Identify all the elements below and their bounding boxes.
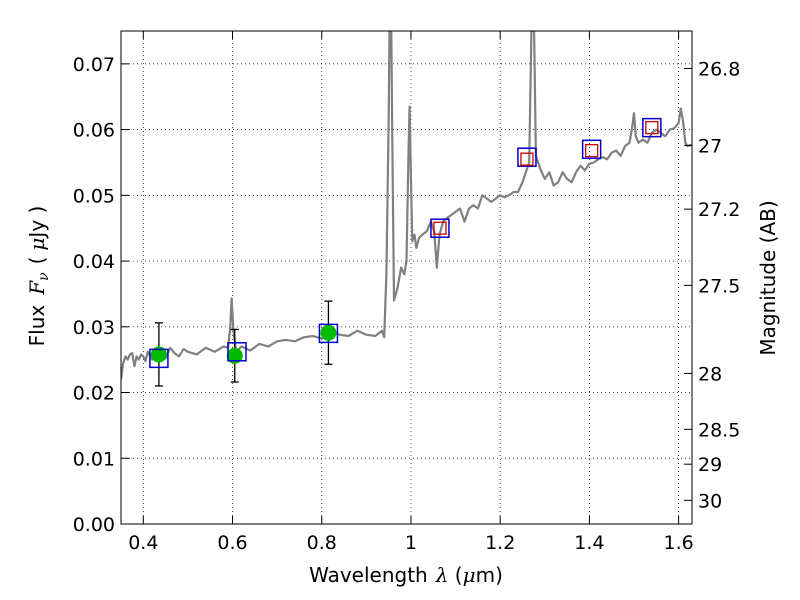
y-axis-label: Flux Fν ( μJy ) <box>25 206 52 347</box>
observed-series <box>150 324 337 364</box>
y-tick-label: 0.03 <box>73 317 115 339</box>
predicted-marker <box>520 152 534 166</box>
y2-tick-label: 27.5 <box>698 275 740 297</box>
x-tick-label: 1.6 <box>664 532 694 554</box>
observed-marker <box>320 324 337 341</box>
synthetic-marker <box>642 117 662 138</box>
plot-frame <box>120 30 693 525</box>
y-tick-label: 0.05 <box>73 185 115 207</box>
y2-tick-label: 26.8 <box>698 58 740 80</box>
synthetic-marker <box>227 342 247 362</box>
spectrum-series <box>121 31 692 380</box>
y-axis-label-unit-open: ( <box>25 257 49 265</box>
y-tick-label: 0.02 <box>73 383 115 405</box>
x-axis-label-unit-open: ( <box>448 563 462 587</box>
y-tick-label: 0.04 <box>73 251 115 273</box>
synthetic-series <box>149 117 662 369</box>
spectrum-line <box>121 31 692 380</box>
y2-tick-label: 28.5 <box>698 419 740 441</box>
predicted-series <box>433 120 659 235</box>
y-axis-label-nu: ν <box>36 272 52 281</box>
y-axis-label-f: F <box>25 280 49 296</box>
x-axis-label-unit-close: m) <box>476 563 503 587</box>
y2-tick-label: 29 <box>698 454 722 476</box>
synthetic-marker <box>581 139 602 160</box>
x-tick-label: 0.4 <box>128 532 158 554</box>
predicted-marker <box>433 221 447 235</box>
y-tick-label: 0.06 <box>73 120 115 142</box>
x-tick-label: 1.4 <box>574 532 604 554</box>
x-tick-label: 0.8 <box>307 532 337 554</box>
y2-tick-label: 30 <box>698 490 722 512</box>
synthetic-marker <box>430 218 450 238</box>
y2-tick-label: 27.2 <box>698 199 740 221</box>
y2-tick-label: 27 <box>698 135 722 157</box>
observed-marker <box>150 346 167 363</box>
x-axis-label-lambda: λ <box>435 563 449 587</box>
y-axis-label-unit-mu: μ <box>25 238 49 251</box>
y-tick-label: 0.00 <box>73 514 115 536</box>
predicted-marker <box>584 143 599 158</box>
x-tick-label: 1 <box>405 532 417 554</box>
predicted-marker <box>645 120 659 135</box>
y2-axis-label: Magnitude (AB) <box>756 200 780 355</box>
x-axis-label: Wavelength λ (μm) <box>309 563 503 587</box>
axis-ticks: 0.4 0.6 0.8 1 1.2 1.4 1.6 0.00 0.01 0.02 0.03 0.04 0… <box>73 31 740 554</box>
y-axis-label-unit-close: Jy ) <box>25 206 49 240</box>
synthetic-marker <box>517 147 537 167</box>
x-tick-label: 0.6 <box>217 532 247 554</box>
y2-tick-label: 28 <box>698 363 722 385</box>
y-axis-label-text: Flux <box>25 305 49 347</box>
x-axis-label-unit-mu: μ <box>463 563 476 587</box>
x-tick-label: 1.2 <box>485 532 515 554</box>
synthetic-marker <box>149 348 169 369</box>
synthetic-marker <box>318 323 339 344</box>
y-tick-label: 0.01 <box>73 448 115 470</box>
y-tick-label: 0.07 <box>73 54 115 76</box>
x-axis-label-text: Wavelength <box>309 563 428 587</box>
